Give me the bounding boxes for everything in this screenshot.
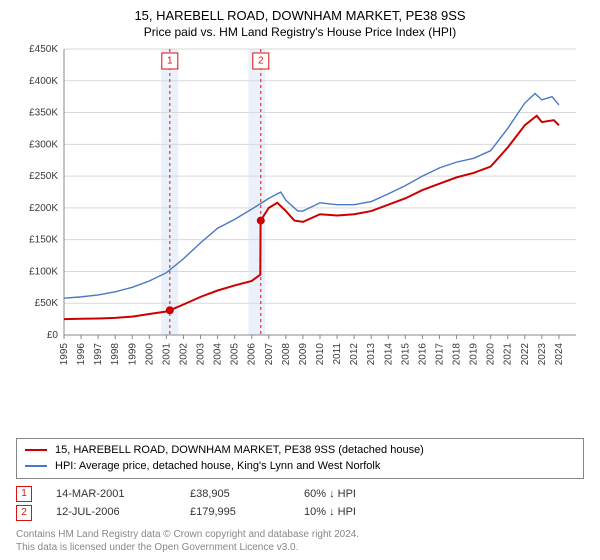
y-tick-label: £50K (35, 298, 59, 309)
sale-row: 2 12-JUL-2006 £179,995 10% ↓ HPI (16, 503, 584, 522)
x-tick-label: 2010 (315, 342, 326, 365)
series-hpi (64, 93, 559, 298)
x-tick-label: 2000 (144, 342, 155, 365)
y-tick-label: £0 (47, 330, 59, 341)
sale-date: 14-MAR-2001 (56, 485, 166, 504)
sale-price: £38,905 (190, 485, 280, 504)
sale-marker-num: 1 (167, 55, 173, 66)
sale-marker-num: 2 (258, 55, 264, 66)
y-tick-label: £450K (29, 45, 58, 55)
x-tick-label: 2015 (400, 342, 411, 365)
x-tick-label: 2003 (196, 342, 207, 365)
x-tick-label: 2011 (332, 342, 343, 364)
x-tick-label: 2017 (434, 342, 445, 365)
y-tick-label: £300K (29, 139, 58, 150)
x-tick-label: 1999 (127, 342, 138, 365)
y-tick-label: £150K (29, 235, 58, 246)
sale-delta: 60% ↓ HPI (304, 485, 356, 504)
y-tick-label: £100K (29, 266, 58, 277)
line-chart: £0 £50K £100K £150K £200K £250K £300K £350K £400… (16, 45, 584, 375)
sales-table: 1 14-MAR-2001 £38,905 60% ↓ HPI 2 12-JUL-2006… (16, 485, 584, 522)
x-tick-label: 2022 (520, 342, 531, 365)
x-tick-label: 1997 (93, 342, 104, 365)
sale-num-box: 1 (16, 486, 32, 502)
sale-row: 1 14-MAR-2001 £38,905 60% ↓ HPI (16, 485, 584, 504)
footer-line-2: This data is licensed under the Open Gov… (16, 541, 584, 554)
footer-line-1: Contains HM Land Registry data © Crown c… (16, 528, 584, 541)
legend-swatch (25, 449, 47, 451)
y-tick-label: £400K (29, 76, 58, 87)
chart-title: 15, HAREBELL ROAD, DOWNHAM MARKET, PE38 … (16, 8, 584, 25)
legend-row: HPI: Average price, detached house, King… (25, 458, 575, 475)
sale-dot (166, 306, 174, 314)
legend-row: 15, HAREBELL ROAD, DOWNHAM MARKET, PE38 … (25, 442, 575, 459)
sale-price: £179,995 (190, 503, 280, 522)
sale-delta: 10% ↓ HPI (304, 503, 356, 522)
legend-swatch (25, 465, 47, 467)
series-property (64, 116, 559, 319)
x-tick-label: 1996 (76, 342, 87, 365)
x-tick-label: 2013 (366, 342, 377, 365)
x-tick-label: 2014 (383, 342, 394, 365)
x-tick-label: 2023 (537, 342, 548, 365)
sale-date: 12-JUL-2006 (56, 503, 166, 522)
y-tick-label: £200K (29, 203, 58, 214)
x-tick-label: 2021 (503, 342, 514, 365)
y-tick-label: £250K (29, 171, 58, 182)
sale-num-box: 2 (16, 505, 32, 521)
highlight-band (248, 49, 265, 335)
x-tick-label: 2018 (452, 342, 463, 365)
legend: 15, HAREBELL ROAD, DOWNHAM MARKET, PE38 … (16, 438, 584, 479)
footer-attribution: Contains HM Land Registry data © Crown c… (16, 528, 584, 554)
x-tick-label: 1995 (59, 342, 70, 365)
x-tick-label: 2009 (298, 342, 309, 365)
sale-dot (257, 216, 265, 224)
x-tick-label: 2016 (417, 342, 428, 365)
legend-label: HPI: Average price, detached house, King… (55, 458, 380, 475)
x-tick-label: 2006 (247, 342, 258, 365)
x-tick-label: 2008 (281, 342, 292, 365)
x-tick-label: 2001 (161, 342, 172, 365)
x-tick-label: 2004 (213, 342, 224, 365)
x-tick-label: 1998 (110, 342, 121, 365)
x-tick-label: 2024 (554, 342, 565, 365)
x-tick-label: 2012 (349, 342, 360, 365)
y-tick-label: £350K (29, 107, 58, 118)
chart-container: 15, HAREBELL ROAD, DOWNHAM MARKET, PE38 … (0, 0, 600, 560)
x-tick-label: 2005 (230, 342, 241, 365)
x-tick-label: 2019 (469, 342, 480, 365)
x-tick-label: 2020 (486, 342, 497, 365)
legend-label: 15, HAREBELL ROAD, DOWNHAM MARKET, PE38 … (55, 442, 424, 459)
x-tick-label: 2002 (178, 342, 189, 365)
x-tick-label: 2007 (264, 342, 275, 365)
chart-subtitle: Price paid vs. HM Land Registry's House … (16, 25, 584, 39)
chart-area: £0 £50K £100K £150K £200K £250K £300K £350K £400… (16, 45, 584, 432)
